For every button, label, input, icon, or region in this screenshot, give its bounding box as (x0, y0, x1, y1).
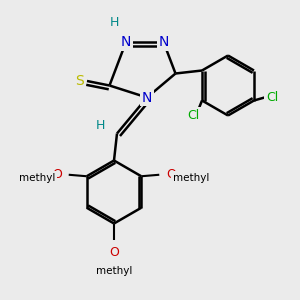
Text: methyl: methyl (38, 182, 43, 183)
Text: N: N (142, 91, 152, 104)
Text: methoxy: methoxy (36, 174, 42, 176)
Text: H: H (109, 16, 119, 29)
Text: Cl: Cl (266, 91, 278, 104)
Text: O: O (52, 168, 62, 181)
Text: N: N (121, 35, 131, 49)
Text: methyl: methyl (96, 266, 132, 277)
Text: O: O (109, 245, 119, 259)
Text: S: S (75, 74, 84, 88)
Text: Cl: Cl (187, 109, 199, 122)
Text: N: N (158, 35, 169, 49)
Text: methyl: methyl (19, 173, 56, 183)
Text: methyl: methyl (172, 173, 209, 183)
Text: O: O (166, 168, 176, 181)
Text: H: H (96, 119, 105, 133)
